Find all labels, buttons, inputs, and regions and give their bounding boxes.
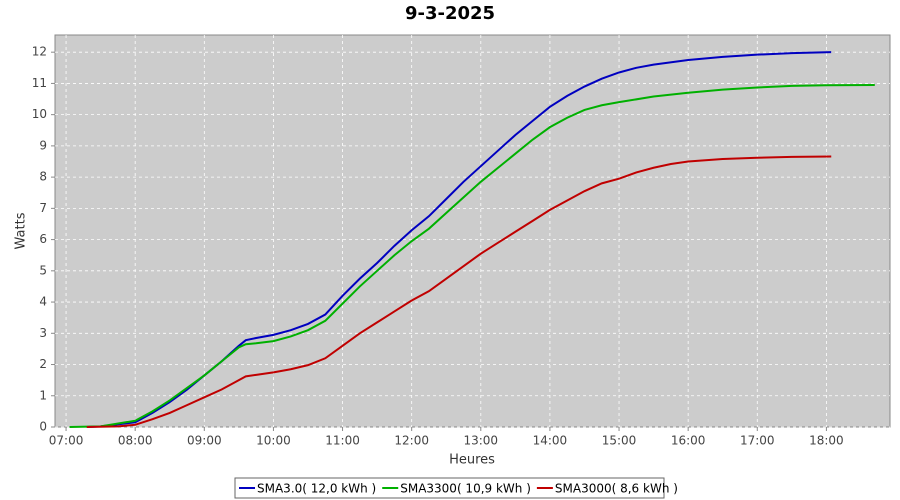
- x-tick-label: 15:00: [602, 434, 637, 448]
- y-tick-label: 2: [39, 357, 47, 371]
- y-tick-label: 0: [39, 420, 47, 434]
- x-tick-label: 07:00: [49, 434, 84, 448]
- x-tick-label: 11:00: [325, 434, 360, 448]
- x-tick-label: 18:00: [809, 434, 844, 448]
- y-tick-label: 9: [39, 138, 47, 152]
- series-line: [69, 83, 875, 428]
- y-tick-label: 11: [32, 76, 47, 90]
- x-tick-label: 09:00: [187, 434, 222, 448]
- y-tick-label: 12: [32, 45, 47, 59]
- x-tick-label: 10:00: [256, 434, 291, 448]
- x-tick-label: 16:00: [671, 434, 706, 448]
- x-axis-label: Heures: [449, 453, 495, 468]
- legend-label: SMA3.0( 12,0 kWh ): [257, 482, 376, 496]
- x-tick-label: 12:00: [394, 434, 429, 448]
- y-tick-label: 3: [39, 326, 47, 340]
- y-tick-label: 5: [39, 263, 47, 277]
- legend-label: SMA3000( 8,6 kWh ): [555, 482, 678, 496]
- legend: [234, 477, 665, 499]
- y-tick-label: 10: [32, 107, 47, 121]
- x-tick-label: 17:00: [740, 434, 775, 448]
- y-tick-label: 4: [39, 295, 47, 309]
- x-tick-label: 13:00: [463, 434, 498, 448]
- y-axis-label: Watts: [14, 212, 29, 249]
- chart-title: 9-3-2025: [405, 3, 495, 24]
- x-tick-label: 14:00: [533, 434, 568, 448]
- legend-label: SMA3300( 10,9 kWh ): [400, 482, 531, 496]
- series-line: [86, 155, 832, 428]
- y-tick-label: 8: [39, 170, 47, 184]
- y-tick-label: 7: [39, 201, 47, 215]
- y-tick-label: 1: [39, 388, 47, 402]
- y-tick-label: 6: [39, 232, 47, 246]
- plot-area: [54, 34, 891, 428]
- x-tick-label: 08:00: [118, 434, 153, 448]
